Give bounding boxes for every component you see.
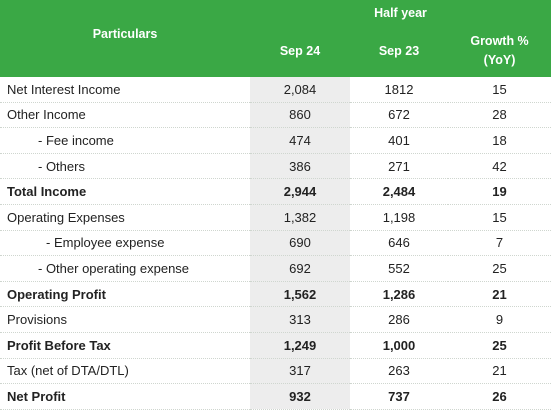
cell-value: 1,000	[350, 332, 448, 359]
header-column: Sep 23	[350, 25, 448, 77]
table-row: Other Income 860 672 28	[0, 102, 551, 129]
table-row: Tax (net of DTA/DTL) 317 263 21	[0, 358, 551, 385]
table-row: Net Profit 932 737 26	[0, 383, 551, 410]
cell-value: 9	[448, 306, 551, 333]
table-row: Operating Expenses 1,382 1,198 15	[0, 204, 551, 231]
table-body: Net Interest Income 2,084 1812 15 Other Inco…	[0, 77, 551, 410]
cell-value: 25	[448, 255, 551, 282]
cell-value: 690	[250, 230, 350, 257]
cell-value: 26	[448, 383, 551, 410]
row-label: Other Income	[0, 102, 250, 129]
row-label: Net Interest Income	[0, 77, 250, 103]
table-row: - Other operating expense 692 552 25	[0, 255, 551, 282]
cell-value: 860	[250, 102, 350, 129]
row-label: - Others	[0, 153, 250, 180]
cell-value: 2,944	[250, 178, 350, 205]
cell-value: 737	[350, 383, 448, 410]
header-growth-line: Growth %	[470, 34, 529, 48]
table-row: Operating Profit 1,562 1,286 21	[0, 281, 551, 308]
cell-value: 2,484	[350, 178, 448, 205]
cell-value: 1,382	[250, 204, 350, 231]
cell-value: 317	[250, 358, 350, 385]
header-particulars: Particulars	[0, 0, 250, 77]
cell-value: 1,198	[350, 204, 448, 231]
header-growth-line: (YoY)	[483, 53, 516, 67]
table-row: - Fee income 474 401 18	[0, 127, 551, 154]
cell-value: 401	[350, 127, 448, 154]
cell-value: 1,286	[350, 281, 448, 308]
row-label: - Fee income	[0, 127, 250, 154]
cell-value: 21	[448, 281, 551, 308]
row-label: Profit Before Tax	[0, 332, 250, 359]
cell-value: 932	[250, 383, 350, 410]
row-label: Operating Profit	[0, 281, 250, 308]
cell-value: 286	[350, 306, 448, 333]
table-row: Profit Before Tax 1,249 1,000 25	[0, 332, 551, 359]
header-column: Sep 24	[250, 25, 350, 77]
cell-value: 1,249	[250, 332, 350, 359]
cell-value: 646	[350, 230, 448, 257]
header-growth: Growth % (YoY)	[448, 25, 551, 77]
row-label: Tax (net of DTA/DTL)	[0, 358, 250, 385]
table-row: Provisions 313 286 9	[0, 306, 551, 333]
table-row: Total Income 2,944 2,484 19	[0, 178, 551, 205]
cell-value: 692	[250, 255, 350, 282]
cell-value: 313	[250, 306, 350, 333]
cell-value: 2,084	[250, 77, 350, 103]
cell-value: 386	[250, 153, 350, 180]
cell-value: 7	[448, 230, 551, 257]
cell-value: 1,562	[250, 281, 350, 308]
cell-value: 474	[250, 127, 350, 154]
header-group: Half year	[250, 0, 551, 25]
cell-value: 263	[350, 358, 448, 385]
row-label: Total Income	[0, 178, 250, 205]
cell-value: 15	[448, 204, 551, 231]
cell-value: 552	[350, 255, 448, 282]
cell-value: 271	[350, 153, 448, 180]
table-row: Net Interest Income 2,084 1812 15	[0, 77, 551, 103]
cell-value: 1812	[350, 77, 448, 103]
cell-value: 21	[448, 358, 551, 385]
row-label: Operating Expenses	[0, 204, 250, 231]
cell-value: 19	[448, 178, 551, 205]
cell-value: 18	[448, 127, 551, 154]
table-row: - Others 386 271 42	[0, 153, 551, 180]
row-label: Net Profit	[0, 383, 250, 410]
row-label: - Other operating expense	[0, 255, 250, 282]
cell-value: 15	[448, 77, 551, 103]
cell-value: 42	[448, 153, 551, 180]
row-label: Provisions	[0, 306, 250, 333]
cell-value: 25	[448, 332, 551, 359]
cell-value: 672	[350, 102, 448, 129]
table-row: - Employee expense 690 646 7	[0, 230, 551, 257]
cell-value: 28	[448, 102, 551, 129]
row-label: - Employee expense	[0, 230, 250, 257]
